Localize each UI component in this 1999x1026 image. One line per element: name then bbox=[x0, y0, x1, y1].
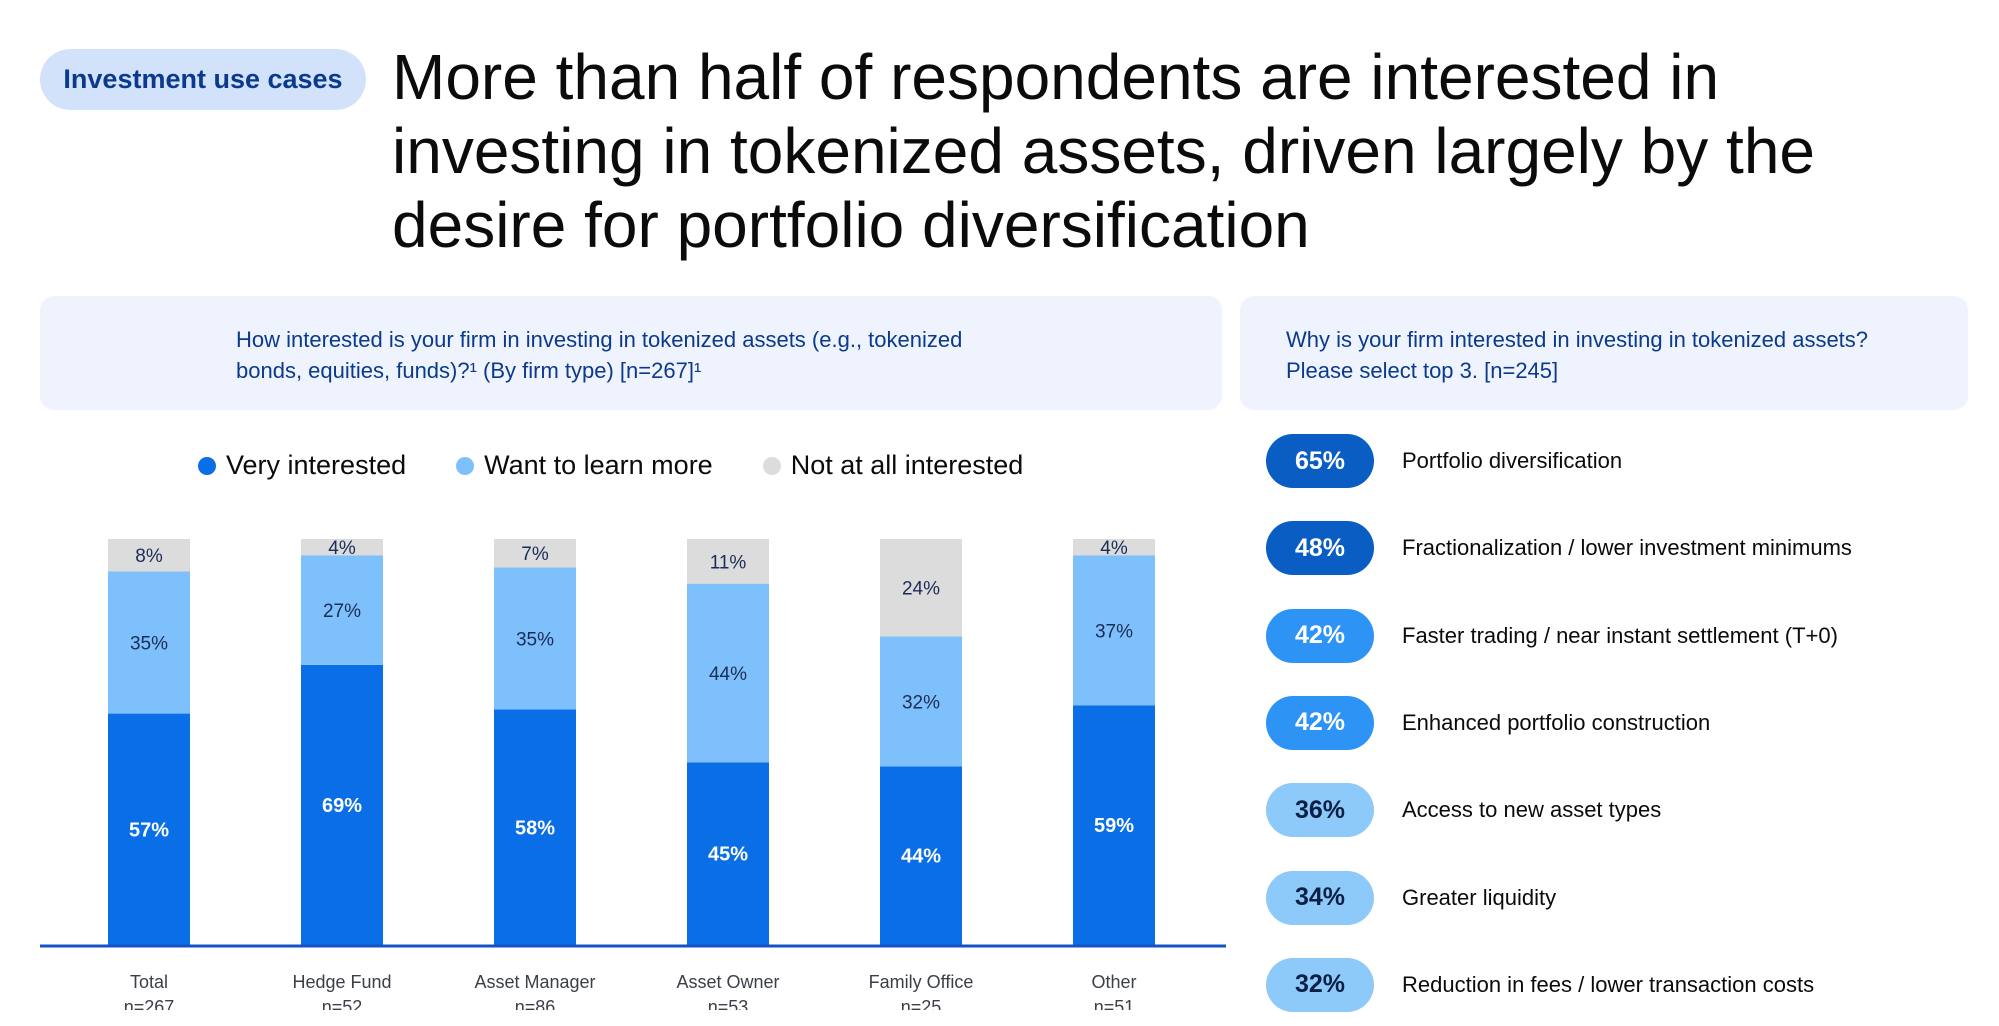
reason-row: 42% Faster trading / near instant settlem… bbox=[1266, 608, 1838, 663]
reason-value-badge: 48% bbox=[1266, 521, 1374, 576]
data-label-want-to-learn-more-asset-owner: 44% bbox=[709, 664, 747, 685]
reason-label: Enhanced portfolio construction bbox=[1402, 709, 1711, 735]
data-label-want-to-learn-more-asset-manager: 35% bbox=[516, 629, 554, 650]
legend-swatch-not-interested bbox=[762, 456, 781, 475]
category-label-other: Other bbox=[1091, 972, 1136, 992]
reason-label: Portfolio diversification bbox=[1402, 448, 1623, 473]
chart-legend: Very interested Want to learn more Not a… bbox=[198, 450, 1023, 481]
category-note-total: n=267 bbox=[124, 997, 175, 1010]
reason-label: Greater liquidity bbox=[1402, 884, 1557, 910]
bar-segment-not-at-all-interested-family-office bbox=[880, 539, 962, 637]
bar-segment-not-at-all-interested-asset-owner bbox=[687, 539, 769, 584]
data-label-not-at-all-interested-asset-manager: 7% bbox=[521, 544, 549, 565]
data-label-not-at-all-interested-asset-owner: 11% bbox=[710, 552, 747, 573]
bar-segment-want-to-learn-more-asset-owner bbox=[687, 583, 769, 763]
category-note-asset-owner: n=53 bbox=[708, 997, 749, 1010]
bar-segment-want-to-learn-more-family-office bbox=[880, 636, 962, 767]
data-label-not-at-all-interested-other: 4% bbox=[1100, 538, 1128, 559]
reason-row: 48% Fractionalization / lower investment … bbox=[1266, 521, 1852, 576]
data-label-want-to-learn-more-other: 37% bbox=[1095, 621, 1133, 642]
page-title: More than half of respondents are intere… bbox=[392, 41, 1815, 261]
data-label-not-at-all-interested-hedge-fund: 4% bbox=[328, 538, 356, 559]
reason-row: 65% Portfolio diversification bbox=[1266, 434, 1622, 488]
reason-value-badge: 34% bbox=[1266, 870, 1374, 925]
category-note-family-office: n=25 bbox=[901, 997, 942, 1010]
bar-segment-want-to-learn-more-total bbox=[108, 571, 190, 714]
reason-value-badge: 36% bbox=[1266, 783, 1374, 838]
bar-segment-not-at-all-interested-asset-manager bbox=[494, 539, 576, 568]
reason-label: Access to new asset types bbox=[1402, 797, 1662, 823]
bar-segment-very-interested-family-office bbox=[880, 766, 962, 945]
bar-segment-want-to-learn-more-hedge-fund bbox=[301, 555, 383, 665]
reason-row: 42% Enhanced portfolio construction bbox=[1266, 695, 1711, 750]
category-label-asset-manager: Asset Manager bbox=[474, 972, 595, 992]
data-label-not-at-all-interested-total: 8% bbox=[135, 546, 163, 567]
data-label-very-interested-hedge-fund: 69% bbox=[322, 795, 362, 817]
reason-value-badge: 42% bbox=[1266, 695, 1374, 750]
data-label-want-to-learn-more-total: 35% bbox=[130, 634, 168, 655]
legend-item-want-to-learn: Want to learn more bbox=[456, 450, 713, 481]
legend-label-want-to-learn: Want to learn more bbox=[484, 450, 713, 480]
reason-value-badge: 42% bbox=[1266, 608, 1374, 663]
reason-label: Fractionalization / lower investment min… bbox=[1402, 535, 1852, 561]
legend-label-not-interested: Not at all interested bbox=[790, 450, 1024, 480]
category-label-asset-owner: Asset Owner bbox=[676, 972, 779, 992]
bar-segment-very-interested-hedge-fund bbox=[301, 664, 383, 945]
category-label-hedge-fund: Hedge Fund bbox=[292, 972, 391, 992]
legend-item-very-interested: Very interested bbox=[198, 450, 406, 481]
bar-segment-not-at-all-interested-hedge-fund bbox=[301, 539, 383, 556]
data-label-very-interested-other: 59% bbox=[1094, 815, 1134, 837]
data-label-very-interested-asset-manager: 58% bbox=[515, 817, 555, 839]
right-question-text: Why is your firm interested in investing… bbox=[1286, 327, 1869, 383]
bar-segment-very-interested-asset-manager bbox=[494, 709, 576, 945]
stacked-bar-chart: 57% 35% 8% Total n=267 69% 27% 4% Hedge Fund n=52… bbox=[40, 538, 1226, 1010]
section-tag: Investment use cases bbox=[40, 49, 366, 110]
bar-segment-not-at-all-interested-total bbox=[108, 539, 190, 572]
bar-segment-want-to-learn-more-other bbox=[1073, 555, 1155, 706]
left-question-box: How interested is your firm in investing… bbox=[40, 296, 1222, 410]
bar-segment-very-interested-asset-owner bbox=[687, 762, 769, 945]
bar-segment-very-interested-other bbox=[1073, 705, 1155, 945]
bar-segment-very-interested-total bbox=[108, 713, 190, 945]
reason-row: 36% Access to new asset types bbox=[1266, 783, 1662, 838]
reason-row: 34% Greater liquidity bbox=[1266, 870, 1557, 925]
category-label-total: Total bbox=[130, 972, 168, 992]
legend-label-very-interested: Very interested bbox=[226, 450, 407, 480]
left-question-text: How interested is your firm in investing… bbox=[236, 327, 963, 383]
reason-label: Faster trading / near instant settlement… bbox=[1402, 622, 1838, 648]
data-label-want-to-learn-more-family-office: 32% bbox=[902, 692, 940, 713]
bar-segment-not-at-all-interested-other bbox=[1073, 539, 1155, 556]
category-note-other: n=51 bbox=[1094, 997, 1135, 1010]
reason-value-badge: 65% bbox=[1266, 434, 1374, 488]
reason-label: Reduction in fees / lower transaction co… bbox=[1402, 971, 1815, 997]
right-question-box: Why is your firm interested in investing… bbox=[1240, 296, 1968, 410]
data-label-very-interested-total: 57% bbox=[129, 819, 169, 841]
category-note-asset-manager: n=86 bbox=[515, 997, 556, 1010]
reason-value-badge: 32% bbox=[1266, 957, 1374, 1012]
data-label-very-interested-family-office: 44% bbox=[901, 846, 941, 868]
reason-row: 32% Reduction in fees / lower transaction… bbox=[1266, 957, 1815, 1012]
legend-swatch-want-to-learn bbox=[456, 456, 475, 475]
data-label-want-to-learn-more-hedge-fund: 27% bbox=[323, 601, 361, 622]
category-label-family-office: Family Office bbox=[869, 972, 974, 992]
legend-swatch-very-interested bbox=[198, 456, 216, 475]
category-note-hedge-fund: n=52 bbox=[322, 997, 363, 1010]
data-label-not-at-all-interested-family-office: 24% bbox=[902, 579, 940, 600]
legend-item-not-interested: Not at all interested bbox=[762, 450, 1024, 481]
bar-segment-want-to-learn-more-asset-manager bbox=[494, 567, 576, 710]
data-label-very-interested-asset-owner: 45% bbox=[708, 844, 748, 866]
